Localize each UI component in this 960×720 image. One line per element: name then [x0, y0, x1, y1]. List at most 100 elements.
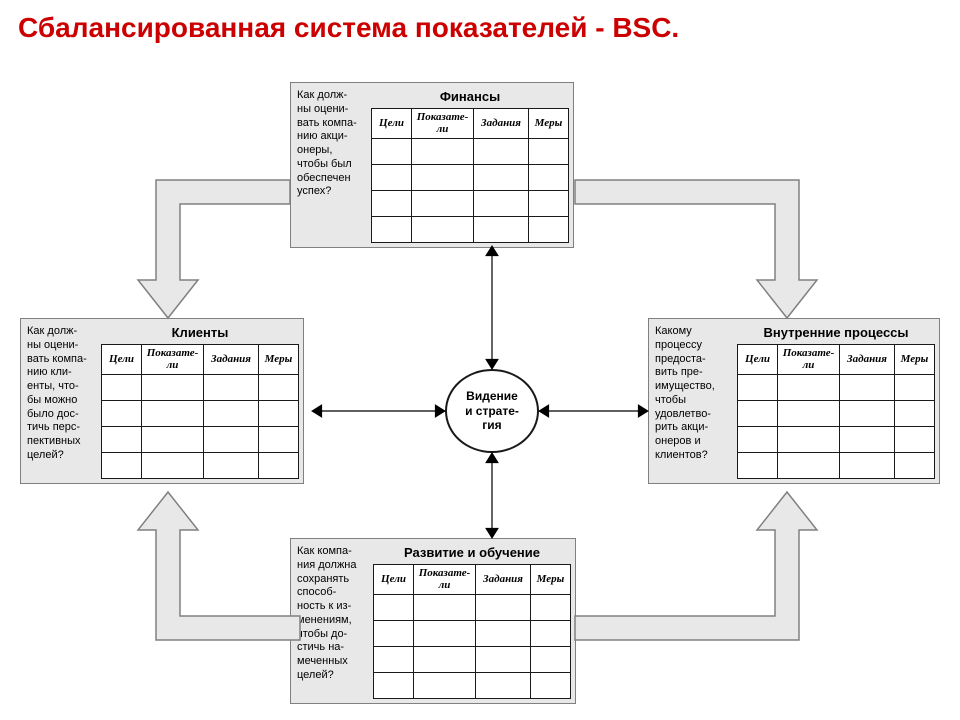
cell [102, 427, 142, 453]
block-arrow-bottom-left [120, 490, 300, 650]
th-d: Меры [895, 345, 935, 375]
cell [259, 375, 299, 401]
th-d: Меры [529, 109, 569, 139]
panel-processes: Какомупроцессупредоста-вить пре-имуществ… [648, 318, 940, 484]
hub-vision-strategy: Видение и страте- гия [445, 369, 539, 453]
cell [474, 165, 529, 191]
panel-top-title: Финансы [371, 87, 569, 108]
hub-line3: гия [465, 418, 519, 432]
block-arrow-bottom-right [575, 490, 855, 650]
cell [142, 375, 204, 401]
th-d: Меры [531, 565, 571, 595]
cell [414, 621, 476, 647]
th-d: Меры [259, 345, 299, 375]
th-a: Цели [102, 345, 142, 375]
cell [374, 647, 414, 673]
cell [476, 673, 531, 699]
page-title: Сбалансированная система показателей - B… [18, 12, 679, 44]
cell [412, 165, 474, 191]
cell [531, 595, 571, 621]
cell [259, 401, 299, 427]
th-a: Цели [738, 345, 778, 375]
panel-bottom-title: Развитие и обучение [373, 543, 571, 564]
cell [412, 191, 474, 217]
cell [374, 595, 414, 621]
cell [142, 401, 204, 427]
th-c: Задания [476, 565, 531, 595]
cell [529, 165, 569, 191]
cell [476, 647, 531, 673]
cell [840, 427, 895, 453]
cell [414, 595, 476, 621]
cell [374, 673, 414, 699]
cell [738, 453, 778, 479]
th-b: Показате-ли [142, 345, 204, 375]
cell [414, 673, 476, 699]
cell [412, 217, 474, 243]
cell [204, 453, 259, 479]
th-b: Показате-ли [778, 345, 840, 375]
cell [531, 647, 571, 673]
title-text: Сбалансированная система показателей - B… [18, 12, 679, 43]
panel-bottom-question: Как компа-ния должнасохранятьспособ-ност… [295, 543, 373, 699]
hub-line2: и страте- [465, 404, 519, 418]
cell [778, 375, 840, 401]
panel-finance: Как долж-ны оцени-вать компа-нию акци-он… [290, 82, 574, 248]
th-c: Задания [840, 345, 895, 375]
cell [142, 453, 204, 479]
th-a: Цели [374, 565, 414, 595]
cell [738, 401, 778, 427]
cell [204, 427, 259, 453]
cell [895, 401, 935, 427]
panel-top-question: Как долж-ны оцени-вать компа-нию акци-он… [295, 87, 371, 243]
cell [259, 453, 299, 479]
cell [372, 139, 412, 165]
cell [204, 375, 259, 401]
cell [372, 217, 412, 243]
cell [895, 427, 935, 453]
cell [529, 191, 569, 217]
cell [840, 401, 895, 427]
cell [412, 139, 474, 165]
cell [142, 427, 204, 453]
hub-line1: Видение [465, 389, 519, 403]
cell [778, 401, 840, 427]
cell [372, 191, 412, 217]
th-b: Показате-ли [414, 565, 476, 595]
panel-left-question: Как долж-ны оцени-вать компа-нию кли-ент… [25, 323, 101, 479]
cell [372, 165, 412, 191]
panel-learning: Как компа-ния должнасохранятьспособ-ност… [290, 538, 576, 704]
panel-top-table: ЦелиПоказате-лиЗаданияМеры [371, 108, 569, 243]
cell [474, 139, 529, 165]
th-b: Показате-ли [412, 109, 474, 139]
cell [476, 595, 531, 621]
panel-bottom-table: ЦелиПоказате-лиЗаданияМеры [373, 564, 571, 699]
cell [738, 427, 778, 453]
block-arrow-top-right [575, 170, 835, 330]
cell [778, 427, 840, 453]
cell [529, 139, 569, 165]
cell [529, 217, 569, 243]
cell [738, 375, 778, 401]
cell [895, 375, 935, 401]
cell [531, 673, 571, 699]
cell [102, 375, 142, 401]
cell [531, 621, 571, 647]
cell [840, 375, 895, 401]
cell [102, 401, 142, 427]
cell [778, 453, 840, 479]
cell [476, 621, 531, 647]
panel-right-table: ЦелиПоказате-лиЗаданияМеры [737, 344, 935, 479]
cell [204, 401, 259, 427]
cell [102, 453, 142, 479]
cell [259, 427, 299, 453]
cell [895, 453, 935, 479]
th-c: Задания [204, 345, 259, 375]
cell [474, 217, 529, 243]
block-arrow-top-left [120, 170, 290, 330]
th-a: Цели [372, 109, 412, 139]
panel-right-question: Какомупроцессупредоста-вить пре-имуществ… [653, 323, 737, 479]
cell [414, 647, 476, 673]
cell [374, 621, 414, 647]
cell [840, 453, 895, 479]
